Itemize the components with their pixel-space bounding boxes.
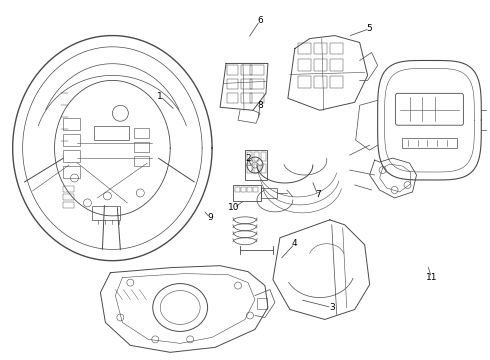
- Bar: [134, 128, 149, 138]
- Bar: [63, 134, 80, 146]
- Bar: [314, 76, 327, 88]
- Bar: [241, 66, 252, 75]
- Bar: [63, 118, 80, 130]
- Bar: [63, 186, 74, 192]
- Bar: [235, 187, 240, 192]
- Bar: [261, 188, 277, 198]
- Bar: [247, 164, 252, 173]
- Bar: [314, 42, 327, 54]
- Bar: [241, 80, 252, 89]
- Bar: [93, 206, 121, 220]
- Bar: [95, 126, 129, 140]
- Bar: [330, 76, 343, 88]
- Bar: [261, 152, 266, 161]
- Bar: [63, 150, 80, 162]
- Bar: [63, 166, 80, 178]
- Bar: [247, 152, 252, 161]
- Text: 4: 4: [292, 239, 297, 248]
- Bar: [134, 156, 149, 166]
- Bar: [233, 185, 261, 201]
- Bar: [241, 93, 252, 103]
- Bar: [314, 59, 327, 71]
- Bar: [401, 138, 457, 148]
- Bar: [227, 66, 238, 75]
- Text: 10: 10: [228, 203, 240, 212]
- Text: 2: 2: [245, 154, 251, 163]
- Bar: [298, 76, 311, 88]
- Bar: [330, 59, 343, 71]
- Bar: [330, 42, 343, 54]
- Bar: [227, 80, 238, 89]
- Text: 8: 8: [257, 101, 263, 110]
- Bar: [254, 152, 259, 161]
- Text: 1: 1: [157, 92, 163, 101]
- Bar: [298, 59, 311, 71]
- Bar: [261, 164, 266, 173]
- Bar: [241, 187, 246, 192]
- Bar: [250, 66, 264, 75]
- Bar: [63, 202, 74, 208]
- Bar: [134, 142, 149, 152]
- Text: 3: 3: [329, 303, 335, 312]
- Bar: [253, 187, 258, 192]
- Bar: [257, 298, 267, 310]
- Bar: [247, 187, 252, 192]
- Text: 11: 11: [426, 273, 437, 282]
- Bar: [63, 194, 74, 200]
- Bar: [298, 42, 311, 54]
- Text: 7: 7: [315, 190, 320, 199]
- Bar: [227, 93, 238, 103]
- Text: 9: 9: [207, 213, 213, 222]
- Bar: [250, 93, 264, 103]
- Text: 6: 6: [257, 16, 263, 25]
- Text: 5: 5: [367, 24, 372, 33]
- Bar: [250, 80, 264, 89]
- Bar: [254, 164, 259, 173]
- Bar: [245, 150, 267, 180]
